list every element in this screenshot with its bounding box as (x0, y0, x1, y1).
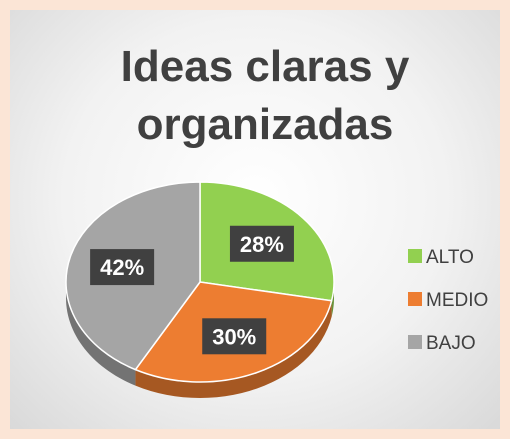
data-label: 28% (240, 232, 284, 257)
data-label-box (229, 225, 294, 262)
pie-side (66, 282, 136, 386)
legend-swatch (408, 292, 422, 306)
legend-label: MEDIO (426, 290, 488, 311)
pie-side (331, 282, 334, 317)
pie-side (135, 300, 332, 398)
data-label: 30% (212, 324, 256, 349)
legend-label: ALTO (426, 247, 474, 268)
data-label-box (90, 249, 155, 286)
legend-swatch (408, 335, 422, 349)
data-label-box (202, 318, 267, 355)
legend-label: BAJO (426, 333, 476, 354)
chart-title: Ideas claras y organizadas (120, 42, 410, 149)
legend-swatch (408, 249, 422, 263)
data-label: 42% (100, 255, 144, 280)
